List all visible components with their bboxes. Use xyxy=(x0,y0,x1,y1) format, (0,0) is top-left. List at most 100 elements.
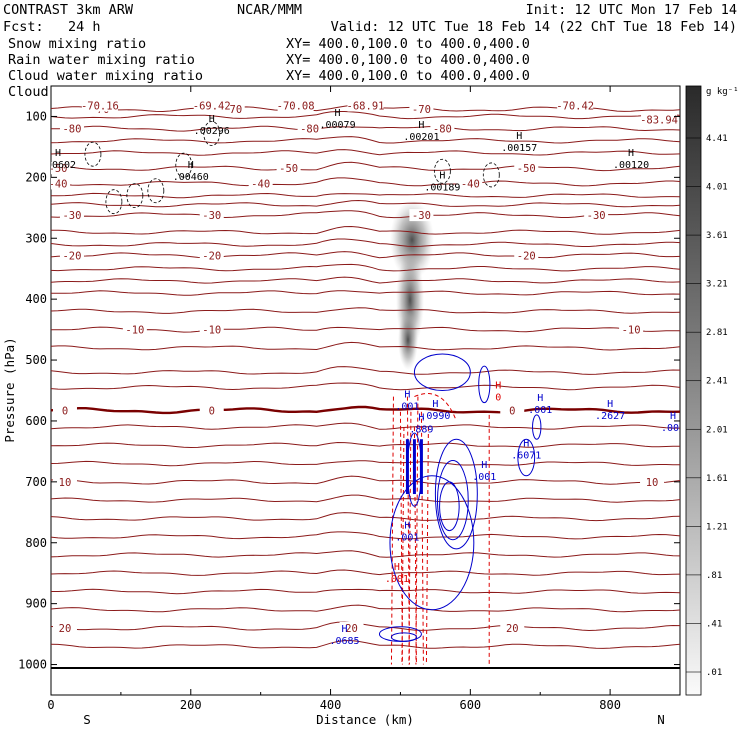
legend-entry-xy: XY= 400.0,100.0 to 400.0,400.0 xyxy=(286,68,530,84)
contour-label-bg xyxy=(81,99,118,112)
contour-label: 0 xyxy=(209,406,215,418)
contour-label: -20 xyxy=(62,250,81,262)
temperature-contour-line xyxy=(51,422,680,430)
contour-label: -70.42 xyxy=(556,100,594,112)
temperature-contour-line xyxy=(51,290,680,296)
temperature-contour-line xyxy=(51,475,680,485)
extremum-mark: H xyxy=(481,460,487,471)
temperature-contour-line xyxy=(51,441,680,449)
contour-label: 20 xyxy=(506,623,519,635)
temperature-contour-line xyxy=(51,531,680,540)
extremum-value: .00079 xyxy=(319,120,355,131)
rain-contour-line xyxy=(408,411,412,665)
temperature-contour-line xyxy=(51,366,680,375)
extremum-mark: H xyxy=(404,521,410,532)
extremum-mark: H xyxy=(607,399,613,410)
temperature-contour-line xyxy=(51,621,680,632)
temperature-contour-line xyxy=(51,640,680,649)
x-tick-label: 600 xyxy=(459,698,481,712)
temperature-contour-line xyxy=(51,307,680,314)
contour-label-bg xyxy=(52,475,77,488)
temperature-contour-line xyxy=(51,382,680,391)
contour-label-bg xyxy=(199,209,224,222)
legend-entry-xy: XY= 400.0,100.0 to 400.0,400.0 xyxy=(286,52,530,68)
cloud-water-contour xyxy=(413,353,471,392)
contour-label-bg xyxy=(640,475,665,488)
temperature-contour-line xyxy=(51,238,680,248)
y-tick-label: 300 xyxy=(25,231,47,245)
cloud-water-contour xyxy=(436,460,469,541)
extremum-mark: H xyxy=(537,393,543,404)
extremum-value: .001 xyxy=(395,402,419,413)
contour-label: -40 xyxy=(251,178,270,190)
legend-entry-xy: XY= 400.0,100.0 to 400.0,400.0 xyxy=(286,36,530,52)
rain-contour-line xyxy=(390,396,394,665)
contour-label-bg xyxy=(641,113,678,126)
contour-label-bg xyxy=(557,99,594,112)
contour-label: -10 xyxy=(125,325,144,337)
contour-labels: -80-80-80-70-70-70-50-50-50-40-40-40-30-… xyxy=(49,99,678,635)
cloud-water-contour xyxy=(390,632,418,642)
contour-label: -30 xyxy=(587,210,606,222)
cloud-ice-contour xyxy=(84,141,102,167)
temperature-contour-line xyxy=(51,604,680,613)
axes: 0 200 400 600 800100200300400500600700800900… xyxy=(18,86,681,712)
extremum-value: .002 xyxy=(661,423,685,434)
temperature-contour-line xyxy=(51,341,680,351)
colorbar-label: 3.61 xyxy=(706,231,728,241)
contour-label-bg xyxy=(409,209,434,222)
colorbar: g kg⁻¹ 4.41 4.01 3.61 3.21 2.81 2.41 2.01 1.61 1… xyxy=(685,85,739,696)
extremum-mark: H xyxy=(55,148,61,159)
colorbar-label: 4.41 xyxy=(706,134,728,144)
contour-label-bg xyxy=(347,99,384,112)
cloud-water-contours xyxy=(378,353,542,642)
temperature-contour-line xyxy=(51,588,680,595)
extremum-mark: H xyxy=(523,438,529,449)
forecast-label: Fcst: xyxy=(3,19,44,35)
colorbar-label: .41 xyxy=(706,619,722,629)
contour-label-bg xyxy=(199,404,224,417)
colorbar-label: 2.01 xyxy=(706,425,728,435)
contour-label-bg xyxy=(500,622,525,635)
y-tick-label: 900 xyxy=(25,597,47,611)
x-tick-label: 200 xyxy=(180,698,202,712)
cloud-ice-contour xyxy=(126,183,144,209)
contour-label: -70.08 xyxy=(277,100,315,112)
extremum-value: .00602 xyxy=(40,160,76,171)
extremum-mark: H xyxy=(495,381,501,392)
temperature-contour-line xyxy=(51,251,680,259)
temperature-contour-line xyxy=(51,210,680,219)
extremum-mark: H xyxy=(209,114,215,125)
contour-label-bg xyxy=(409,103,434,116)
contour-label: -30 xyxy=(62,210,81,222)
extremum-value: .001 xyxy=(528,405,552,416)
rain-contour-line xyxy=(401,427,405,665)
contour-label: -30 xyxy=(202,210,221,222)
contour-label: -80 xyxy=(433,124,452,136)
extremum-mark: H xyxy=(335,108,341,119)
contour-label-bg xyxy=(248,177,273,190)
contour-label-bg xyxy=(514,162,539,175)
plot-area xyxy=(50,85,681,696)
y-tick-label: 700 xyxy=(25,475,47,489)
temperature-contour-line xyxy=(51,192,680,199)
y-tick-label: 100 xyxy=(25,109,47,123)
contour-label-bg xyxy=(199,249,224,262)
contour-label: -69.42 xyxy=(193,100,231,112)
contour-label: -50 xyxy=(49,163,68,175)
init-time: Init: 12 UTC Mon 17 Feb 14 xyxy=(526,2,737,18)
colorbar-label: 1.61 xyxy=(706,474,728,484)
snow-shading xyxy=(390,200,434,370)
extremum-mark: H xyxy=(404,390,410,401)
extremum-value: .00157 xyxy=(501,143,537,154)
colorbar-label: 1.21 xyxy=(706,522,728,532)
cloud-water-contour xyxy=(517,438,536,477)
y-tick-label: 600 xyxy=(25,414,47,428)
extremum-mark: H xyxy=(439,170,445,181)
y-tick-label: 500 xyxy=(25,353,47,367)
rain-contour-line xyxy=(413,427,417,665)
extremum-value: .00460 xyxy=(173,172,209,183)
contour-label: -10 xyxy=(622,325,641,337)
contour-label: -30 xyxy=(412,210,431,222)
